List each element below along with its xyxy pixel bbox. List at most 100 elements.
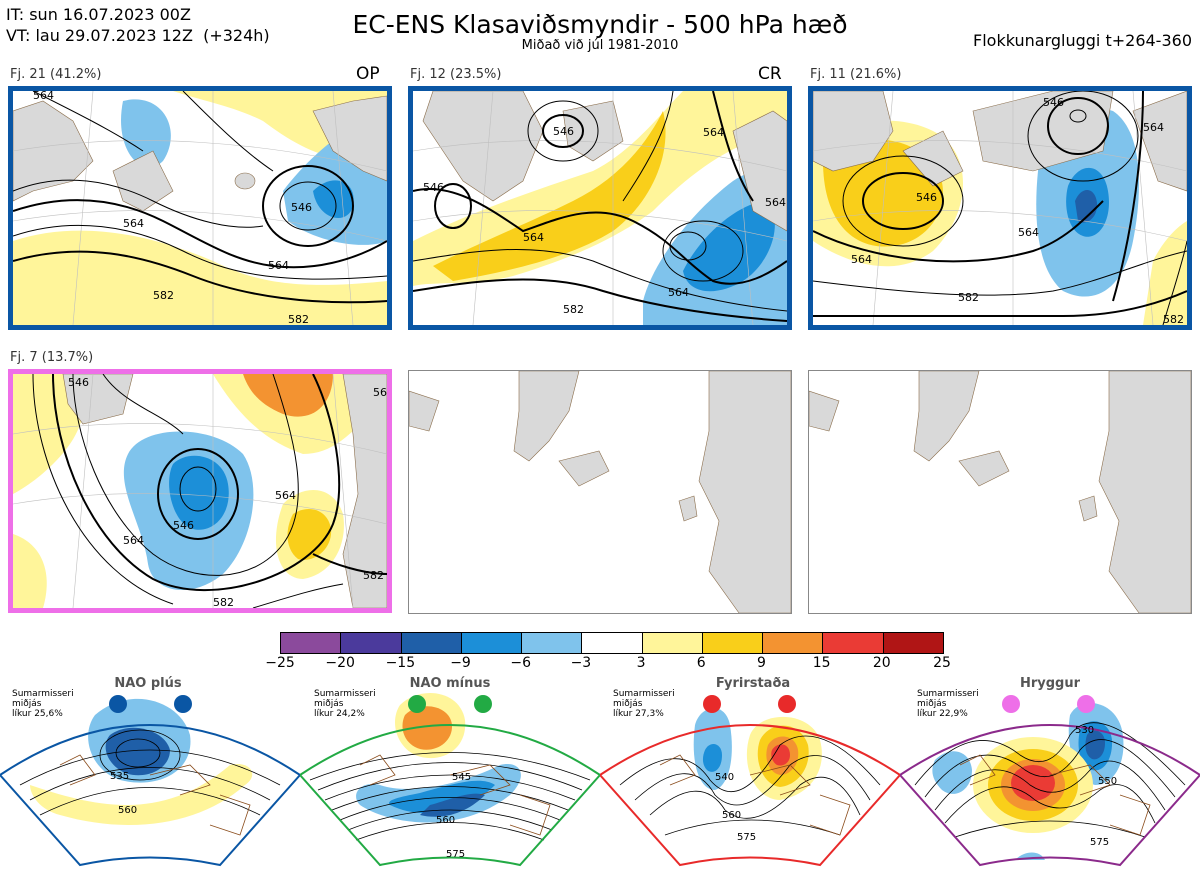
- contour-label: 564: [275, 489, 296, 502]
- regime-1-info: Sumarmisseri miðjás líkur 25,6%: [12, 689, 74, 719]
- empty-map-5: [408, 370, 792, 614]
- colorbar-ticks: −25 −20 −15 −9 −6 −3 3 6 9 15 20 25: [265, 655, 951, 673]
- page-subtitle: Miðað við júl 1981-2010: [521, 38, 679, 53]
- colorbar-segment: [641, 633, 702, 653]
- contour-label: 582: [213, 596, 234, 608]
- colorbar-tick-label: 25: [933, 655, 951, 671]
- regime-3-season: Sumarmisseri: [613, 689, 675, 699]
- contour-label: 582: [288, 313, 309, 325]
- regime-4-info: Sumarmisseri miðjás líkur 22,9%: [917, 689, 979, 719]
- contour-label: 550: [1098, 776, 1117, 787]
- regime-3-name: Fyrirstaða: [715, 676, 791, 691]
- contour-label: 564: [765, 196, 786, 209]
- contour-label: 575: [446, 849, 465, 860]
- colorbar-tick-label: −15: [385, 655, 416, 671]
- contour-label: 545: [452, 772, 471, 783]
- contour-label: 535: [110, 771, 129, 782]
- colorbar-segment: [882, 633, 943, 653]
- contour-label: 564: [703, 126, 724, 139]
- regime-4-map[interactable]: 530 550 575: [900, 675, 1200, 871]
- colorbar-segment: [281, 633, 341, 653]
- regime-2-marker: [408, 695, 426, 713]
- contour-label: 564: [1143, 121, 1164, 134]
- regime-1-map[interactable]: 535 560: [0, 675, 300, 871]
- regime-3-probability: líkur 27,3%: [613, 709, 664, 719]
- colorbar-segment: [460, 633, 522, 653]
- contour-label: 575: [1090, 837, 1109, 848]
- cluster-map-3[interactable]: 546 546 564 564 582 564 582: [808, 86, 1192, 330]
- colorbar-tick-label: 15: [812, 655, 831, 671]
- cluster-map-1[interactable]: 564 546 564 582 582 564: [8, 86, 392, 330]
- header-run-info: IT: sun 16.07.2023 00Z VT: lau 29.07.202…: [6, 4, 270, 46]
- colorbar-tick-label: −6: [510, 655, 532, 671]
- regime-3-info: Sumarmisseri miðjás líkur 27,3%: [613, 689, 675, 719]
- regime-4-probability: líkur 22,9%: [917, 709, 968, 719]
- panel-2-label: Fj. 12 (23.5%): [410, 67, 502, 82]
- contour-label: 564: [33, 91, 54, 102]
- contour-label: 564: [1018, 226, 1039, 239]
- contour-label: 582: [563, 303, 584, 316]
- regime-3-marker: [703, 695, 721, 713]
- colorbar-tick-label: 6: [696, 655, 706, 671]
- colorbar-segment: [762, 633, 823, 653]
- panel-1-tag: OP: [356, 64, 380, 84]
- regime-1-name: NAO plús: [114, 676, 182, 691]
- init-time: IT: sun 16.07.2023 00Z: [6, 5, 191, 24]
- contour-label: 564: [373, 386, 387, 399]
- contour-label: 582: [153, 289, 174, 302]
- regime-2-marker: [474, 695, 492, 713]
- empty-map-5-svg: [409, 371, 791, 613]
- regime-1-season: Sumarmisseri: [12, 689, 74, 699]
- contour-label: 564: [523, 231, 544, 244]
- colorbar-tick-label: −20: [325, 655, 355, 671]
- colorbar-tick-label: 9: [756, 655, 766, 671]
- contour-label: 560: [118, 805, 137, 816]
- regime-4-marker: [1002, 695, 1020, 713]
- contour-label: 564: [123, 534, 144, 547]
- classification-window: Flokkunargluggi t+264-360: [973, 31, 1192, 50]
- contour-label: 540: [715, 772, 734, 783]
- contour-label: 564: [668, 286, 689, 299]
- cluster-map-2-svg: 546 546 564 564 582 564 564: [413, 91, 787, 325]
- colorbar-tick-label: 20: [872, 655, 891, 671]
- colorbar: [280, 632, 944, 654]
- regime-4-level: miðjás: [917, 699, 947, 709]
- contour-label: 546: [916, 191, 937, 204]
- contour-label: 546: [1043, 96, 1064, 109]
- regime-2-season: Sumarmisseri: [314, 689, 376, 699]
- regime-1-marker: [109, 695, 127, 713]
- colorbar-tick-label: −3: [570, 655, 592, 671]
- panel-3-label: Fj. 11 (21.6%): [810, 67, 902, 82]
- valid-time: VT: lau 29.07.2023 12Z (+324h): [6, 26, 270, 45]
- regime-3-marker: [778, 695, 796, 713]
- cluster-map-4-svg: 546 564 546 564 582 582 564: [13, 374, 387, 608]
- contour-label: 582: [958, 291, 979, 304]
- cluster-map-2[interactable]: 546 546 564 564 582 564 564: [408, 86, 792, 330]
- contour-label: 582: [363, 569, 384, 582]
- regime-2-name: NAO mínus: [409, 676, 491, 691]
- colorbar-segment: [340, 633, 401, 653]
- empty-map-6: [808, 370, 1192, 614]
- empty-map-6-svg: [809, 371, 1191, 613]
- regime-4-season: Sumarmisseri: [917, 689, 979, 699]
- regime-1-probability: líkur 25,6%: [12, 709, 63, 719]
- contour-label: 546: [173, 519, 194, 532]
- cluster-map-3-svg: 546 546 564 564 582 564 582: [813, 91, 1187, 325]
- contour-label: 546: [291, 201, 312, 214]
- contour-label: 564: [851, 253, 872, 266]
- colorbar-segment: [701, 633, 763, 653]
- panel-2-tag: CR: [758, 64, 782, 84]
- contour-label: 582: [1163, 313, 1184, 325]
- panel-4-label: Fj. 7 (13.7%): [10, 350, 94, 365]
- colorbar-tick-label: 3: [636, 655, 646, 671]
- contour-label: 560: [722, 810, 741, 821]
- regime-4-marker: [1077, 695, 1095, 713]
- regime-2-map[interactable]: 545 560 575: [300, 675, 600, 871]
- regime-3-map[interactable]: 540 560 575: [600, 675, 900, 871]
- regime-1-level: miðjás: [12, 699, 42, 709]
- cluster-map-4[interactable]: 546 564 546 564 582 582 564: [8, 369, 392, 613]
- regime-2-info: Sumarmisseri miðjás líkur 24,2%: [314, 689, 376, 719]
- cluster-map-1-svg: 564 546 564 582 582 564: [13, 91, 387, 325]
- regime-3-level: miðjás: [613, 699, 643, 709]
- contour-label: 560: [436, 815, 455, 826]
